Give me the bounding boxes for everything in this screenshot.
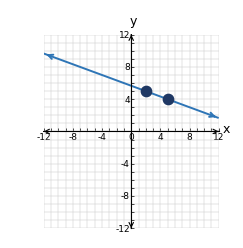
Text: y: y bbox=[130, 15, 137, 28]
Point bbox=[166, 97, 170, 101]
Text: x: x bbox=[222, 123, 230, 135]
Point bbox=[144, 89, 148, 93]
